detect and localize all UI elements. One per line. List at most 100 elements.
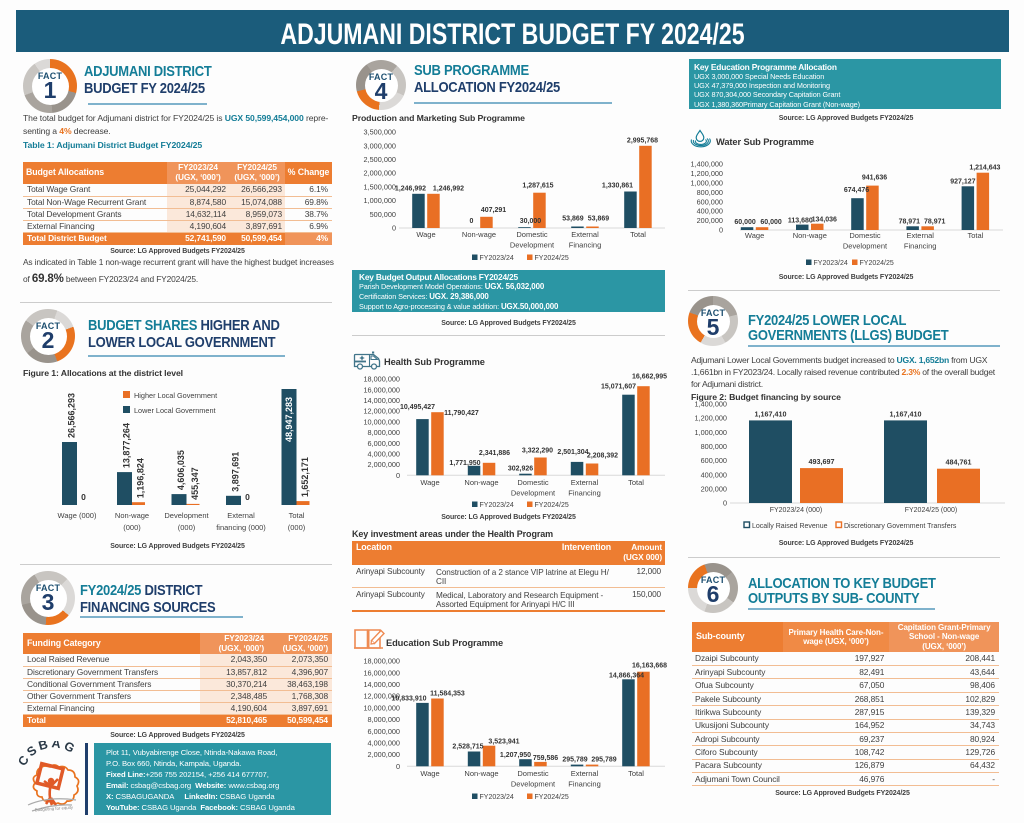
svg-text:800,000: 800,000 [697,188,723,197]
svg-text:302,926: 302,926 [508,465,533,472]
svg-text:600,000: 600,000 [697,197,723,206]
svg-text:1,214,643: 1,214,643 [969,165,1000,172]
svg-text:FY2024/25: FY2024/25 [535,502,569,509]
svg-text:2,000,000: 2,000,000 [368,460,400,469]
svg-text:4,000,000: 4,000,000 [368,450,400,459]
svg-text:493,697: 493,697 [809,457,835,466]
svg-text:78,971: 78,971 [899,218,921,225]
svg-text:200,000: 200,000 [701,484,727,493]
svg-text:4,606,035: 4,606,035 [176,450,186,490]
svg-text:18,000,000: 18,000,000 [363,657,400,666]
svg-text:Financing: Financing [904,242,937,251]
svg-text:Development: Development [843,242,888,251]
svg-text:1,000,000: 1,000,000 [695,428,727,437]
svg-text:78,971: 78,971 [924,218,946,225]
svg-text:2,500,000: 2,500,000 [364,155,396,164]
svg-text:Domestic: Domestic [516,230,548,239]
svg-text:8,000,000: 8,000,000 [368,715,400,724]
svg-text:External: External [227,511,255,520]
svg-text:Total: Total [630,230,646,239]
svg-text:1,200,000: 1,200,000 [695,414,727,423]
svg-text:2,501,304: 2,501,304 [557,449,588,456]
svg-text:400,000: 400,000 [697,207,723,216]
svg-text:0: 0 [392,224,396,233]
svg-text:Non-wage: Non-wage [464,478,498,487]
svg-text:600,000: 600,000 [701,456,727,465]
svg-text:14,866,364: 14,866,364 [609,672,644,679]
svg-text:1,652,171: 1,652,171 [300,457,310,497]
svg-text:16,662,995: 16,662,995 [632,373,667,380]
svg-text:Locally Raised Revenue: Locally Raised Revenue [752,523,828,530]
svg-text:60,000: 60,000 [760,219,782,226]
svg-text:1,196,824: 1,196,824 [136,458,146,498]
svg-text:Wage: Wage [420,769,439,778]
svg-text:0: 0 [245,492,250,502]
svg-text:Wage (000): Wage (000) [58,511,97,520]
svg-text:2,341,886: 2,341,886 [479,450,510,457]
svg-text:Financing: Financing [569,241,602,250]
svg-text:External: External [906,231,934,240]
svg-text:FY2023/24 (000): FY2023/24 (000) [770,507,823,514]
svg-text:16,000,000: 16,000,000 [363,668,400,677]
svg-text:407,291: 407,291 [481,207,506,214]
svg-text:941,636: 941,636 [862,175,887,182]
svg-text:Financing: Financing [568,489,601,498]
svg-text:14,000,000: 14,000,000 [363,396,400,405]
svg-text:1,200,000: 1,200,000 [691,169,723,178]
svg-text:8,000,000: 8,000,000 [368,428,400,437]
svg-text:1,771,950: 1,771,950 [449,460,480,467]
svg-text:10,495,427: 10,495,427 [400,404,435,411]
svg-text:(000): (000) [178,523,196,532]
svg-text:0: 0 [723,499,727,508]
svg-text:60,000: 60,000 [734,219,756,226]
svg-text:4,000,000: 4,000,000 [368,739,400,748]
svg-text:Non-wage: Non-wage [464,769,498,778]
svg-text:External: External [571,769,599,778]
svg-text:16,000,000: 16,000,000 [363,385,400,394]
svg-text:6,000,000: 6,000,000 [368,727,400,736]
svg-text:FY2023/24: FY2023/24 [480,794,514,801]
svg-text:Total: Total [289,511,305,520]
svg-text:Higher Local Government: Higher Local Government [134,391,217,400]
svg-text:200,000: 200,000 [697,216,723,225]
svg-text:FY2024/25: FY2024/25 [860,260,894,267]
svg-text:3,897,691: 3,897,691 [231,452,241,492]
svg-text:12,000,000: 12,000,000 [363,407,400,416]
svg-text:Total: Total [628,478,644,487]
svg-text:Budgeting for equity: Budgeting for equity [35,805,74,813]
svg-text:927,127: 927,127 [950,178,975,185]
svg-text:Development: Development [511,489,556,498]
svg-text:26,566,293: 26,566,293 [67,393,77,438]
svg-text:Discretionary Government Trans: Discretionary Government Transfers [844,523,957,530]
svg-text:16,163,668: 16,163,668 [632,662,667,669]
svg-text:295,789: 295,789 [591,757,616,764]
svg-text:759,586: 759,586 [533,755,558,762]
svg-text:53,869: 53,869 [588,216,610,223]
svg-text:0: 0 [470,218,474,225]
svg-text:External: External [571,478,599,487]
svg-text:External: External [571,230,599,239]
svg-text:Wage: Wage [745,231,764,240]
svg-text:1,246,992: 1,246,992 [395,185,426,192]
svg-text:1,500,000: 1,500,000 [364,183,396,192]
svg-text:0: 0 [396,762,400,771]
svg-text:(000): (000) [123,523,141,532]
svg-text:1,167,410: 1,167,410 [755,409,787,418]
svg-text:10,000,000: 10,000,000 [363,703,400,712]
svg-text:Total: Total [967,231,983,240]
svg-text:2,995,768: 2,995,768 [627,137,658,144]
svg-text:FY2024/25: FY2024/25 [535,794,569,801]
svg-text:Non-wage: Non-wage [462,230,496,239]
svg-text:484,761: 484,761 [946,458,972,467]
svg-text:3,523,941: 3,523,941 [488,739,519,746]
svg-text:FY2023/24: FY2023/24 [814,260,848,267]
svg-text:2,528,715: 2,528,715 [452,744,483,751]
svg-text:1,000,000: 1,000,000 [364,196,396,205]
svg-text:53,869: 53,869 [562,216,584,223]
svg-text:11,790,427: 11,790,427 [444,410,479,417]
svg-text:13,877,264: 13,877,264 [122,423,132,468]
svg-text:455,347: 455,347 [190,467,200,500]
svg-text:Financing: Financing [568,780,601,789]
svg-text:FY2024/25: FY2024/25 [535,255,569,262]
svg-text:15,071,607: 15,071,607 [601,384,636,391]
